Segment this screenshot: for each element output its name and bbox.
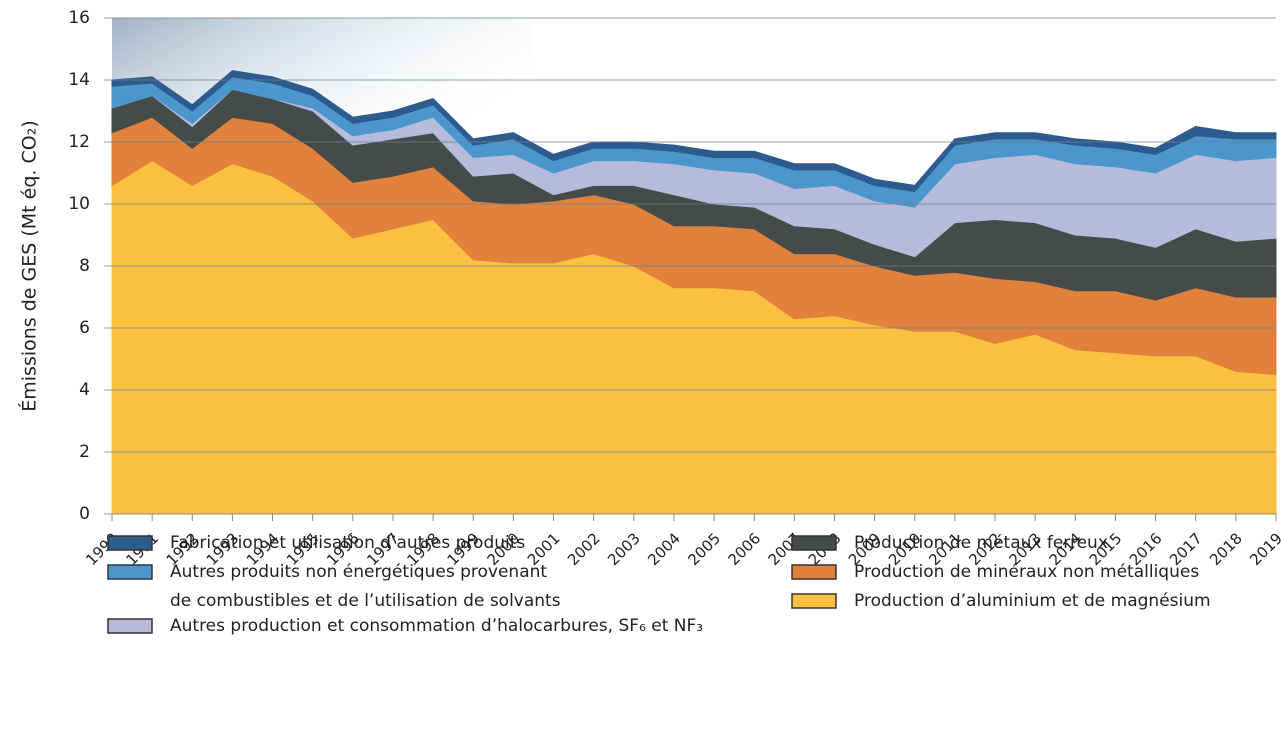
legend-label: Fabrication et utilisation d’autres prod… <box>170 533 525 553</box>
y-tick-label: 14 <box>68 70 90 90</box>
legend-swatch <box>107 618 153 634</box>
x-tick-label: 2018 <box>1206 529 1246 569</box>
legend-label: Autres production et consommation d’halo… <box>170 616 703 636</box>
y-tick-label: 2 <box>79 442 90 462</box>
y-tick-label: 6 <box>79 318 90 338</box>
y-tick-label: 8 <box>79 256 90 276</box>
legend-label: Production d’aluminium et de magnésium <box>854 591 1211 611</box>
legend-swatch <box>791 593 837 609</box>
x-tick-label: 2019 <box>1246 529 1281 569</box>
y-tick-label: 0 <box>79 504 90 524</box>
y-tick-label: 10 <box>68 194 90 214</box>
legend-label: Production de minéraux non métalliques <box>854 562 1199 582</box>
y-axis-label: Émissions de GES (Mt éq. CO₂) <box>18 120 41 411</box>
x-tick-label: 2003 <box>604 529 644 569</box>
legend-label: Autres produits non énergétiques provena… <box>170 562 561 611</box>
x-tick-label: 2006 <box>724 529 764 569</box>
x-tick-label: 2004 <box>644 529 684 569</box>
y-tick-label: 4 <box>79 380 90 400</box>
legend-swatch <box>107 535 153 551</box>
y-tick-label: 12 <box>68 132 90 152</box>
legend-swatch <box>107 564 153 580</box>
legend-swatch <box>791 535 837 551</box>
legend-swatch <box>791 564 837 580</box>
y-tick-label: 16 <box>68 8 90 28</box>
x-tick-label: 2002 <box>564 529 604 569</box>
x-tick-label: 2005 <box>684 529 724 569</box>
legend-label: Production de métaux ferreux <box>854 533 1108 553</box>
area <box>111 70 1277 193</box>
